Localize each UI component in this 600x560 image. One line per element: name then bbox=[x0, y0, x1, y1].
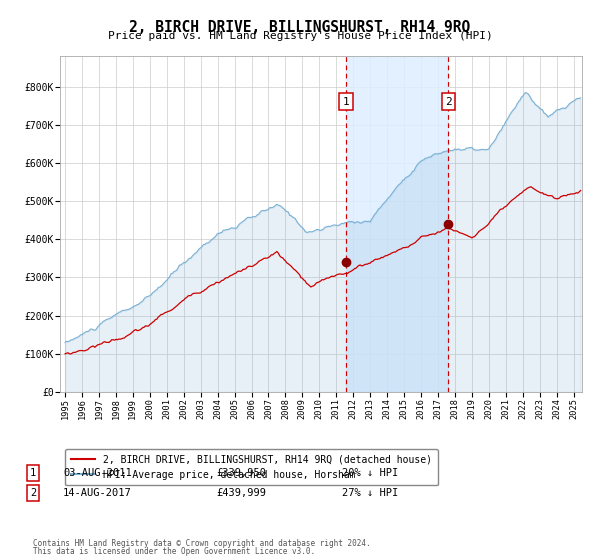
Text: £439,999: £439,999 bbox=[216, 488, 266, 498]
Text: 2: 2 bbox=[445, 97, 452, 107]
Text: Price paid vs. HM Land Registry's House Price Index (HPI): Price paid vs. HM Land Registry's House … bbox=[107, 31, 493, 41]
Text: 2, BIRCH DRIVE, BILLINGSHURST, RH14 9RQ: 2, BIRCH DRIVE, BILLINGSHURST, RH14 9RQ bbox=[130, 20, 470, 35]
Text: 20% ↓ HPI: 20% ↓ HPI bbox=[342, 468, 398, 478]
Text: 14-AUG-2017: 14-AUG-2017 bbox=[63, 488, 132, 498]
Bar bbox=[346, 56, 448, 392]
Text: 1: 1 bbox=[343, 97, 350, 107]
Text: Contains HM Land Registry data © Crown copyright and database right 2024.: Contains HM Land Registry data © Crown c… bbox=[33, 539, 371, 548]
Text: 2: 2 bbox=[30, 488, 36, 498]
Text: £339,950: £339,950 bbox=[216, 468, 266, 478]
Text: 27% ↓ HPI: 27% ↓ HPI bbox=[342, 488, 398, 498]
Legend: 2, BIRCH DRIVE, BILLINGSHURST, RH14 9RQ (detached house), HPI: Average price, de: 2, BIRCH DRIVE, BILLINGSHURST, RH14 9RQ … bbox=[65, 449, 437, 486]
Text: This data is licensed under the Open Government Licence v3.0.: This data is licensed under the Open Gov… bbox=[33, 547, 315, 556]
Text: 1: 1 bbox=[30, 468, 36, 478]
Text: 03-AUG-2011: 03-AUG-2011 bbox=[63, 468, 132, 478]
